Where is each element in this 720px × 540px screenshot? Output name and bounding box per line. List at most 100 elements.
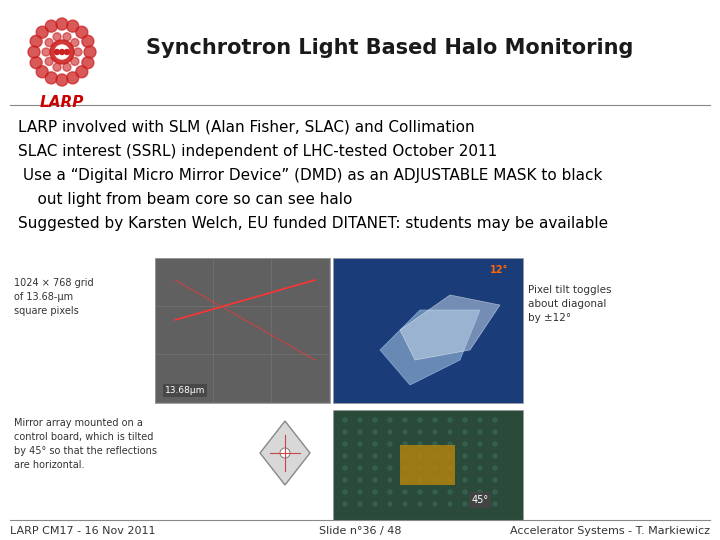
- Circle shape: [448, 418, 452, 422]
- Text: 45°: 45°: [472, 495, 489, 505]
- Circle shape: [493, 418, 497, 422]
- Circle shape: [45, 57, 53, 65]
- Circle shape: [493, 454, 497, 458]
- Circle shape: [343, 454, 347, 458]
- Circle shape: [28, 46, 40, 58]
- Circle shape: [463, 502, 467, 506]
- Circle shape: [343, 466, 347, 470]
- Text: LARP involved with SLM (Alan Fisher, SLAC) and Collimation: LARP involved with SLM (Alan Fisher, SLA…: [18, 120, 474, 135]
- FancyBboxPatch shape: [400, 445, 455, 485]
- Text: SLAC interest (SSRL) independent of LHC-tested October 2011: SLAC interest (SSRL) independent of LHC-…: [18, 144, 498, 159]
- Circle shape: [76, 26, 88, 38]
- Circle shape: [448, 478, 452, 482]
- Text: 1024 × 768 grid: 1024 × 768 grid: [14, 278, 94, 288]
- Circle shape: [358, 418, 362, 422]
- Circle shape: [65, 50, 70, 55]
- FancyBboxPatch shape: [333, 410, 523, 520]
- Circle shape: [448, 430, 452, 434]
- Circle shape: [358, 466, 362, 470]
- Text: Synchrotron Light Based Halo Monitoring: Synchrotron Light Based Halo Monitoring: [146, 38, 634, 58]
- Circle shape: [463, 430, 467, 434]
- Circle shape: [45, 72, 58, 84]
- Circle shape: [373, 466, 377, 470]
- Text: 13.68μm: 13.68μm: [165, 386, 205, 395]
- Circle shape: [493, 442, 497, 446]
- Circle shape: [463, 490, 467, 494]
- Circle shape: [74, 48, 82, 56]
- Circle shape: [403, 466, 407, 470]
- Circle shape: [463, 466, 467, 470]
- Circle shape: [343, 490, 347, 494]
- Circle shape: [343, 502, 347, 506]
- Circle shape: [448, 442, 452, 446]
- Circle shape: [55, 45, 69, 59]
- Circle shape: [478, 490, 482, 494]
- Text: Pixel tilt toggles: Pixel tilt toggles: [528, 285, 611, 295]
- Text: about diagonal: about diagonal: [528, 299, 606, 309]
- Text: by ±12°: by ±12°: [528, 313, 571, 323]
- Text: Use a “Digital Micro Mirror Device” (DMD) as an ADJUSTABLE MASK to black: Use a “Digital Micro Mirror Device” (DMD…: [18, 168, 603, 183]
- Circle shape: [56, 74, 68, 86]
- Text: square pixels: square pixels: [14, 306, 78, 316]
- Circle shape: [418, 418, 422, 422]
- Circle shape: [358, 502, 362, 506]
- Text: control board, which is tilted: control board, which is tilted: [14, 432, 153, 442]
- Circle shape: [403, 454, 407, 458]
- Circle shape: [36, 66, 48, 78]
- Circle shape: [493, 502, 497, 506]
- Circle shape: [478, 454, 482, 458]
- Circle shape: [448, 490, 452, 494]
- Circle shape: [373, 418, 377, 422]
- Circle shape: [478, 418, 482, 422]
- Text: by 45° so that the reflections: by 45° so that the reflections: [14, 446, 157, 456]
- Circle shape: [418, 442, 422, 446]
- Circle shape: [388, 454, 392, 458]
- Circle shape: [403, 442, 407, 446]
- Circle shape: [45, 38, 53, 46]
- Circle shape: [56, 18, 68, 30]
- Circle shape: [343, 478, 347, 482]
- Text: LARP: LARP: [40, 95, 84, 110]
- Circle shape: [433, 418, 437, 422]
- Circle shape: [388, 418, 392, 422]
- FancyBboxPatch shape: [155, 258, 330, 403]
- Circle shape: [53, 63, 61, 71]
- Text: Accelerator Systems - T. Markiewicz: Accelerator Systems - T. Markiewicz: [510, 526, 710, 536]
- Circle shape: [84, 46, 96, 58]
- Circle shape: [418, 478, 422, 482]
- Circle shape: [358, 490, 362, 494]
- Circle shape: [63, 63, 71, 71]
- Circle shape: [463, 478, 467, 482]
- Circle shape: [448, 466, 452, 470]
- Circle shape: [42, 48, 50, 56]
- FancyBboxPatch shape: [333, 258, 523, 403]
- Circle shape: [463, 418, 467, 422]
- Circle shape: [45, 20, 58, 32]
- Text: are horizontal.: are horizontal.: [14, 460, 84, 470]
- Circle shape: [493, 430, 497, 434]
- Circle shape: [67, 20, 78, 32]
- Text: 12°: 12°: [490, 265, 508, 275]
- Circle shape: [53, 33, 61, 41]
- Circle shape: [478, 466, 482, 470]
- Circle shape: [388, 430, 392, 434]
- Circle shape: [478, 442, 482, 446]
- Circle shape: [358, 478, 362, 482]
- Circle shape: [403, 478, 407, 482]
- Circle shape: [493, 466, 497, 470]
- Circle shape: [373, 442, 377, 446]
- Circle shape: [358, 454, 362, 458]
- Circle shape: [478, 478, 482, 482]
- Circle shape: [433, 490, 437, 494]
- Circle shape: [493, 490, 497, 494]
- Circle shape: [76, 66, 88, 78]
- Circle shape: [448, 502, 452, 506]
- Circle shape: [50, 40, 74, 64]
- Circle shape: [373, 490, 377, 494]
- Circle shape: [418, 454, 422, 458]
- Polygon shape: [260, 421, 310, 485]
- Polygon shape: [400, 295, 500, 360]
- Circle shape: [71, 57, 79, 65]
- Circle shape: [463, 454, 467, 458]
- Circle shape: [403, 490, 407, 494]
